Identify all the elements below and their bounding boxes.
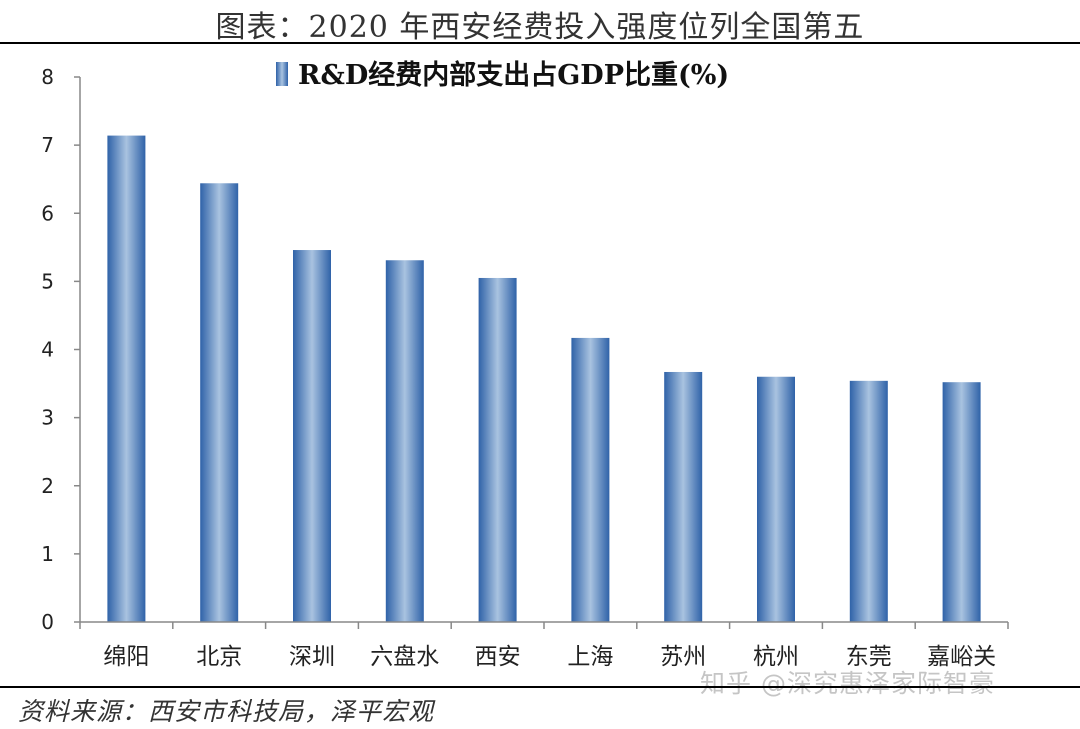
y-tick-label: 3 xyxy=(41,406,54,430)
x-tick-label: 深圳 xyxy=(289,644,335,670)
legend-label: R&D经费内部支出占GDP比重(%) xyxy=(298,59,729,91)
bar xyxy=(385,260,424,622)
x-tick-label: 东莞 xyxy=(846,644,892,670)
top-rule xyxy=(0,42,1080,44)
watermark-text: 知乎 @深究惠泽家际智豪 xyxy=(700,669,995,698)
x-tick-label: 杭州 xyxy=(753,644,799,670)
x-tick-label: 上海 xyxy=(567,644,613,670)
x-axis: 绵阳 北京 深圳 六盘水 西安 上海 苏州 杭州 东莞 嘉峪关 xyxy=(79,621,1009,670)
x-tick-label: 西安 xyxy=(475,644,521,670)
bar xyxy=(571,337,610,622)
x-tick-label: 绵阳 xyxy=(103,644,149,670)
bar xyxy=(293,250,331,622)
y-tick-label: 4 xyxy=(41,338,54,362)
chart-legend: R&D经费内部支出占GDP比重(%) xyxy=(276,59,729,91)
bar xyxy=(664,371,703,622)
bar xyxy=(942,382,981,622)
y-tick-label: 1 xyxy=(41,542,54,566)
bar-chart: R&D经费内部支出占GDP比重(%) 0 1 2 3 4 5 6 7 8 绵阳 北京 深圳 六盘水 西安… xyxy=(41,59,1009,670)
bar-series xyxy=(107,135,981,622)
figure-title: 图表：2020 年西安经费投入强度位列全国第五 xyxy=(215,10,865,45)
bottom-rule xyxy=(0,686,1080,688)
x-tick-label: 北京 xyxy=(196,644,242,670)
x-tick-label: 六盘水 xyxy=(370,644,439,670)
source-note: 资料来源：西安市科技局，泽平宏观 xyxy=(18,697,435,726)
y-tick-label: 7 xyxy=(41,133,54,157)
bar xyxy=(849,380,888,622)
legend-swatch xyxy=(276,62,288,86)
bar xyxy=(200,183,239,622)
bar xyxy=(107,135,146,622)
y-tick-label: 5 xyxy=(41,269,54,293)
y-tick-label: 0 xyxy=(41,610,54,634)
bar xyxy=(757,376,795,622)
x-tick-label: 苏州 xyxy=(660,644,706,670)
y-tick-label: 8 xyxy=(41,65,54,89)
y-axis: 0 1 2 3 4 5 6 7 8 xyxy=(41,65,81,634)
y-tick-label: 6 xyxy=(41,201,54,225)
y-tick-label: 2 xyxy=(41,474,54,498)
bar xyxy=(478,277,517,622)
x-tick-label: 嘉峪关 xyxy=(927,644,996,670)
